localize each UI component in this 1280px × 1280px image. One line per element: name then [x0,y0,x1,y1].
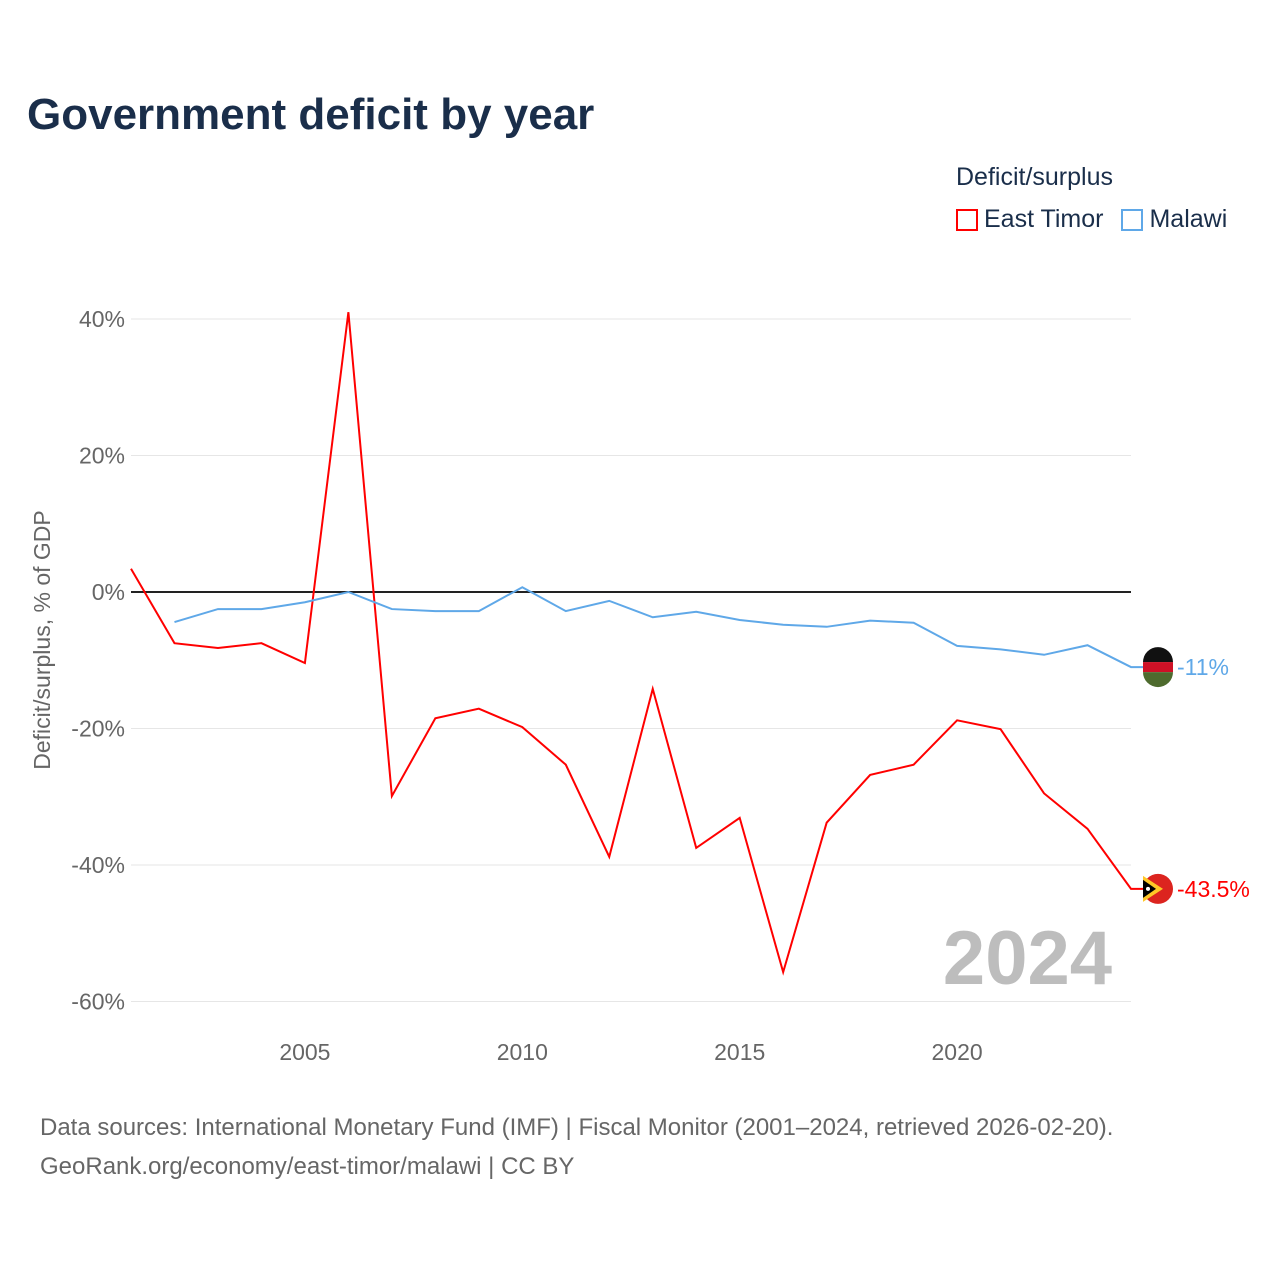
y-tick-label: 0% [92,579,125,605]
y-tick-label: -20% [71,716,125,742]
flag-star [1146,886,1150,891]
x-tick-label: 2020 [932,1039,983,1065]
legend: East Timor Malawi [956,205,1227,234]
y-tick-label: -40% [71,852,125,878]
legend-swatch [956,208,978,231]
legend-item-east-timor[interactable]: East Timor [956,205,1103,234]
x-tick-label: 2005 [279,1039,330,1065]
legend-label: East Timor [984,205,1104,233]
series-line-east-timor [130,312,1158,976]
flag-stripe [1143,662,1173,673]
x-tick-label: 2010 [497,1039,548,1065]
legend-item-malawi[interactable]: Malawi [1121,205,1227,234]
source-text: Data sources: International Monetary Fun… [40,1114,1114,1141]
credit-text: GeoRank.org/economy/east-timor/malawi | … [40,1153,575,1180]
y-tick-label: 40% [79,306,125,332]
chart-title: Government deficit by year [27,90,595,139]
y-tick-label: -60% [71,989,125,1015]
flag-malawi-icon [1143,647,1173,663]
flag-stripe [1143,672,1173,688]
legend-swatch [1121,208,1144,231]
y-tick-label: 20% [79,443,125,469]
year-watermark: 2024 [943,916,1112,1001]
x-tick-label: 2015 [714,1039,765,1065]
legend-title: Deficit/surplus [956,163,1113,191]
legend-label: Malawi [1149,205,1228,233]
y-axis-label: Deficit/surplus, % of GDP [29,510,55,769]
footer: Data sources: International Monetary Fun… [40,1108,1113,1186]
end-value-label: -43.5% [1177,876,1250,902]
series-line-malawi [174,586,1158,669]
end-value-label: -11% [1177,654,1229,680]
